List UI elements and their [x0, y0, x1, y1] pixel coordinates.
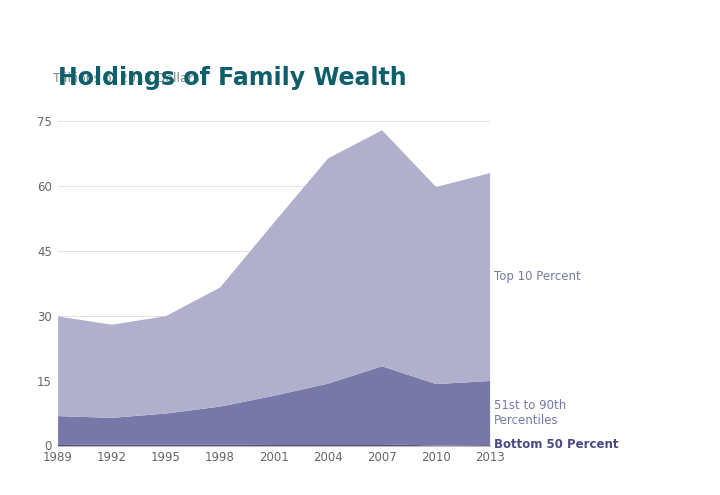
Text: 51st to 90th
Percentiles: 51st to 90th Percentiles [494, 398, 566, 427]
Text: Holdings of Family Wealth: Holdings of Family Wealth [58, 66, 406, 90]
Text: Top 10 Percent: Top 10 Percent [494, 270, 580, 283]
Text: Trillions of 2013 Dollars: Trillions of 2013 Dollars [53, 72, 199, 85]
Text: Bottom 50 Percent: Bottom 50 Percent [494, 439, 618, 451]
